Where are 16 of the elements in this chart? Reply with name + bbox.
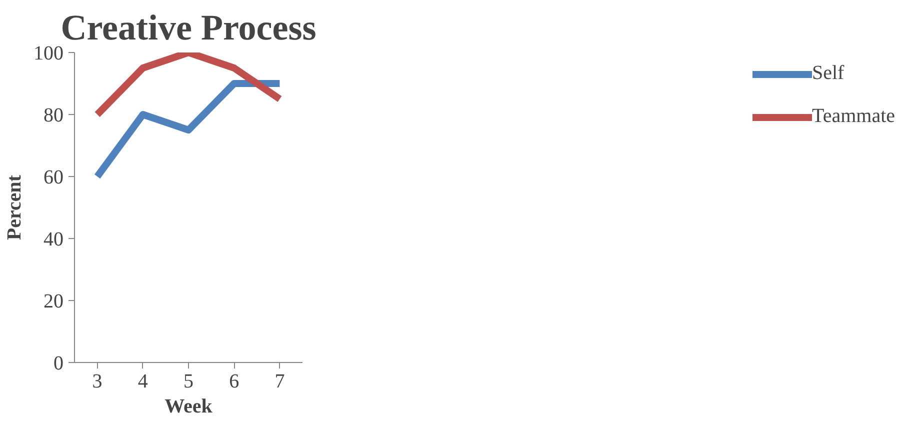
- x-tick-label: 6: [229, 370, 240, 392]
- y-tick-label: 100: [34, 42, 64, 64]
- y-tick-label: 40: [44, 228, 64, 250]
- y-tick-label: 80: [44, 104, 64, 126]
- y-tick-label: 60: [44, 166, 64, 188]
- x-tick-label: 4: [138, 370, 148, 392]
- legend-label: Self: [812, 62, 844, 85]
- y-tick-label: 20: [44, 290, 64, 312]
- chart-title: Creative Process: [60, 8, 316, 48]
- x-tick-label: 5: [184, 370, 194, 392]
- x-tick-label: 7: [274, 370, 285, 392]
- y-tick-label: 0: [54, 352, 64, 374]
- x-tick-label: 3: [92, 370, 102, 392]
- x-axis-title: Week: [164, 396, 214, 418]
- legend-label: Teammate: [812, 105, 895, 128]
- y-axis-title: Percent: [4, 174, 26, 240]
